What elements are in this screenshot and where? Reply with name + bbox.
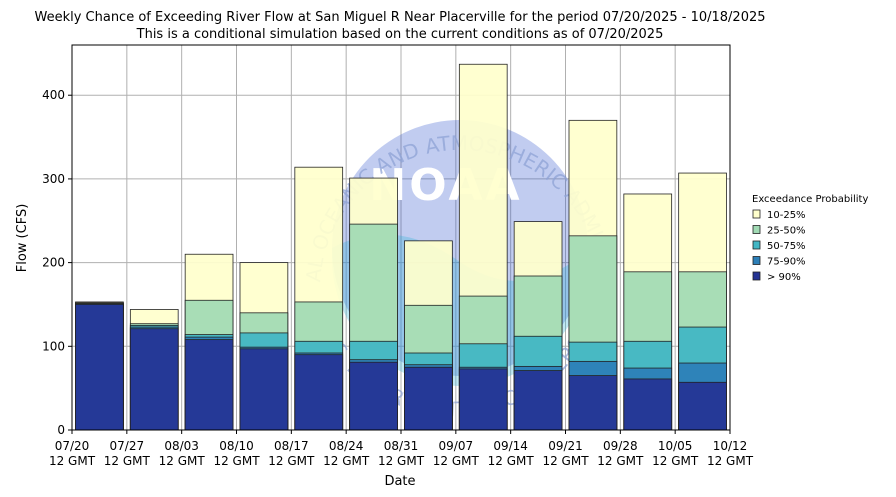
legend-entry-label: 75-90% (767, 257, 806, 268)
bar-segment-5 (623, 378, 673, 431)
bar-segment-5 (513, 370, 563, 431)
x-axis-label: Date (384, 474, 415, 489)
legend-title: Exceedance Probability (752, 194, 868, 205)
y-tick-label: 100 (42, 339, 65, 353)
x-tick-label: 09/21 12 GMT (542, 439, 589, 468)
x-tick-label: 08/24 12 GMT (323, 439, 370, 468)
bar-stack (184, 253, 234, 431)
x-tick-label: 08/31 12 GMT (378, 439, 425, 468)
legend-swatch (752, 225, 761, 234)
x-tick-label: 10/12 12 GMT (707, 439, 754, 468)
x-tick-label: 09/28 12 GMT (597, 439, 644, 468)
bar-segment-5 (184, 339, 234, 431)
bar-stack (678, 172, 727, 431)
bar-stack (294, 166, 344, 431)
legend-entry-label: > 90% (767, 272, 801, 283)
y-axis-ticks: 0 100 200 300 400 (42, 88, 72, 437)
legend-swatch (752, 256, 761, 265)
bar-stack (129, 309, 179, 431)
chart-subtitle: This is a conditional simulation based o… (136, 27, 664, 42)
y-tick-label: 200 (42, 256, 65, 270)
x-tick-label: 09/07 12 GMT (433, 439, 480, 468)
bar-segment-5 (404, 366, 453, 431)
bar-stack (568, 119, 618, 431)
legend-entry-label: 50-75% (767, 241, 806, 252)
chart-title: Weekly Chance of Exceeding River Flow at… (34, 10, 765, 25)
legend: Exceedance Probability 10-25% 25-50% 50-75… (752, 194, 868, 283)
x-tick-label: 07/20 12 GMT (49, 439, 96, 468)
bar-stack (75, 301, 124, 431)
y-tick-label: 0 (57, 423, 65, 437)
bar-stack (623, 193, 673, 431)
bar-segment-5 (349, 361, 398, 431)
legend-swatch (752, 240, 761, 250)
bar-segment-5 (458, 368, 508, 431)
x-tick-label: 08/10 12 GMT (213, 439, 260, 468)
y-axis-label: Flow (CFS) (15, 204, 30, 273)
x-tick-label: 09/14 12 GMT (488, 439, 535, 468)
bar-stack (239, 262, 289, 431)
legend-entry-label: 10-25% (767, 210, 806, 221)
y-tick-label: 300 (42, 172, 65, 186)
bar-stack (458, 63, 508, 431)
bar-segment-5 (239, 348, 289, 431)
bar-segment-5 (678, 381, 727, 431)
x-tick-label: 10/05 12 GMT (652, 439, 699, 468)
y-tick-label: 400 (42, 88, 65, 102)
legend-swatch (752, 271, 761, 281)
bar-segment-5 (568, 375, 618, 431)
bar-segment-5 (294, 354, 344, 431)
legend-entry-label: 25-50% (767, 226, 806, 237)
bar-segment-5 (129, 328, 179, 431)
bar-stack (513, 221, 563, 431)
bar-stack (404, 240, 453, 431)
bar-stack (349, 177, 398, 431)
x-tick-label: 07/27 12 GMT (104, 439, 151, 468)
x-tick-label: 08/03 12 GMT (159, 439, 206, 468)
legend-swatch (752, 209, 761, 219)
bar-segment-5 (75, 304, 124, 431)
x-tick-label: 08/17 12 GMT (268, 439, 315, 468)
